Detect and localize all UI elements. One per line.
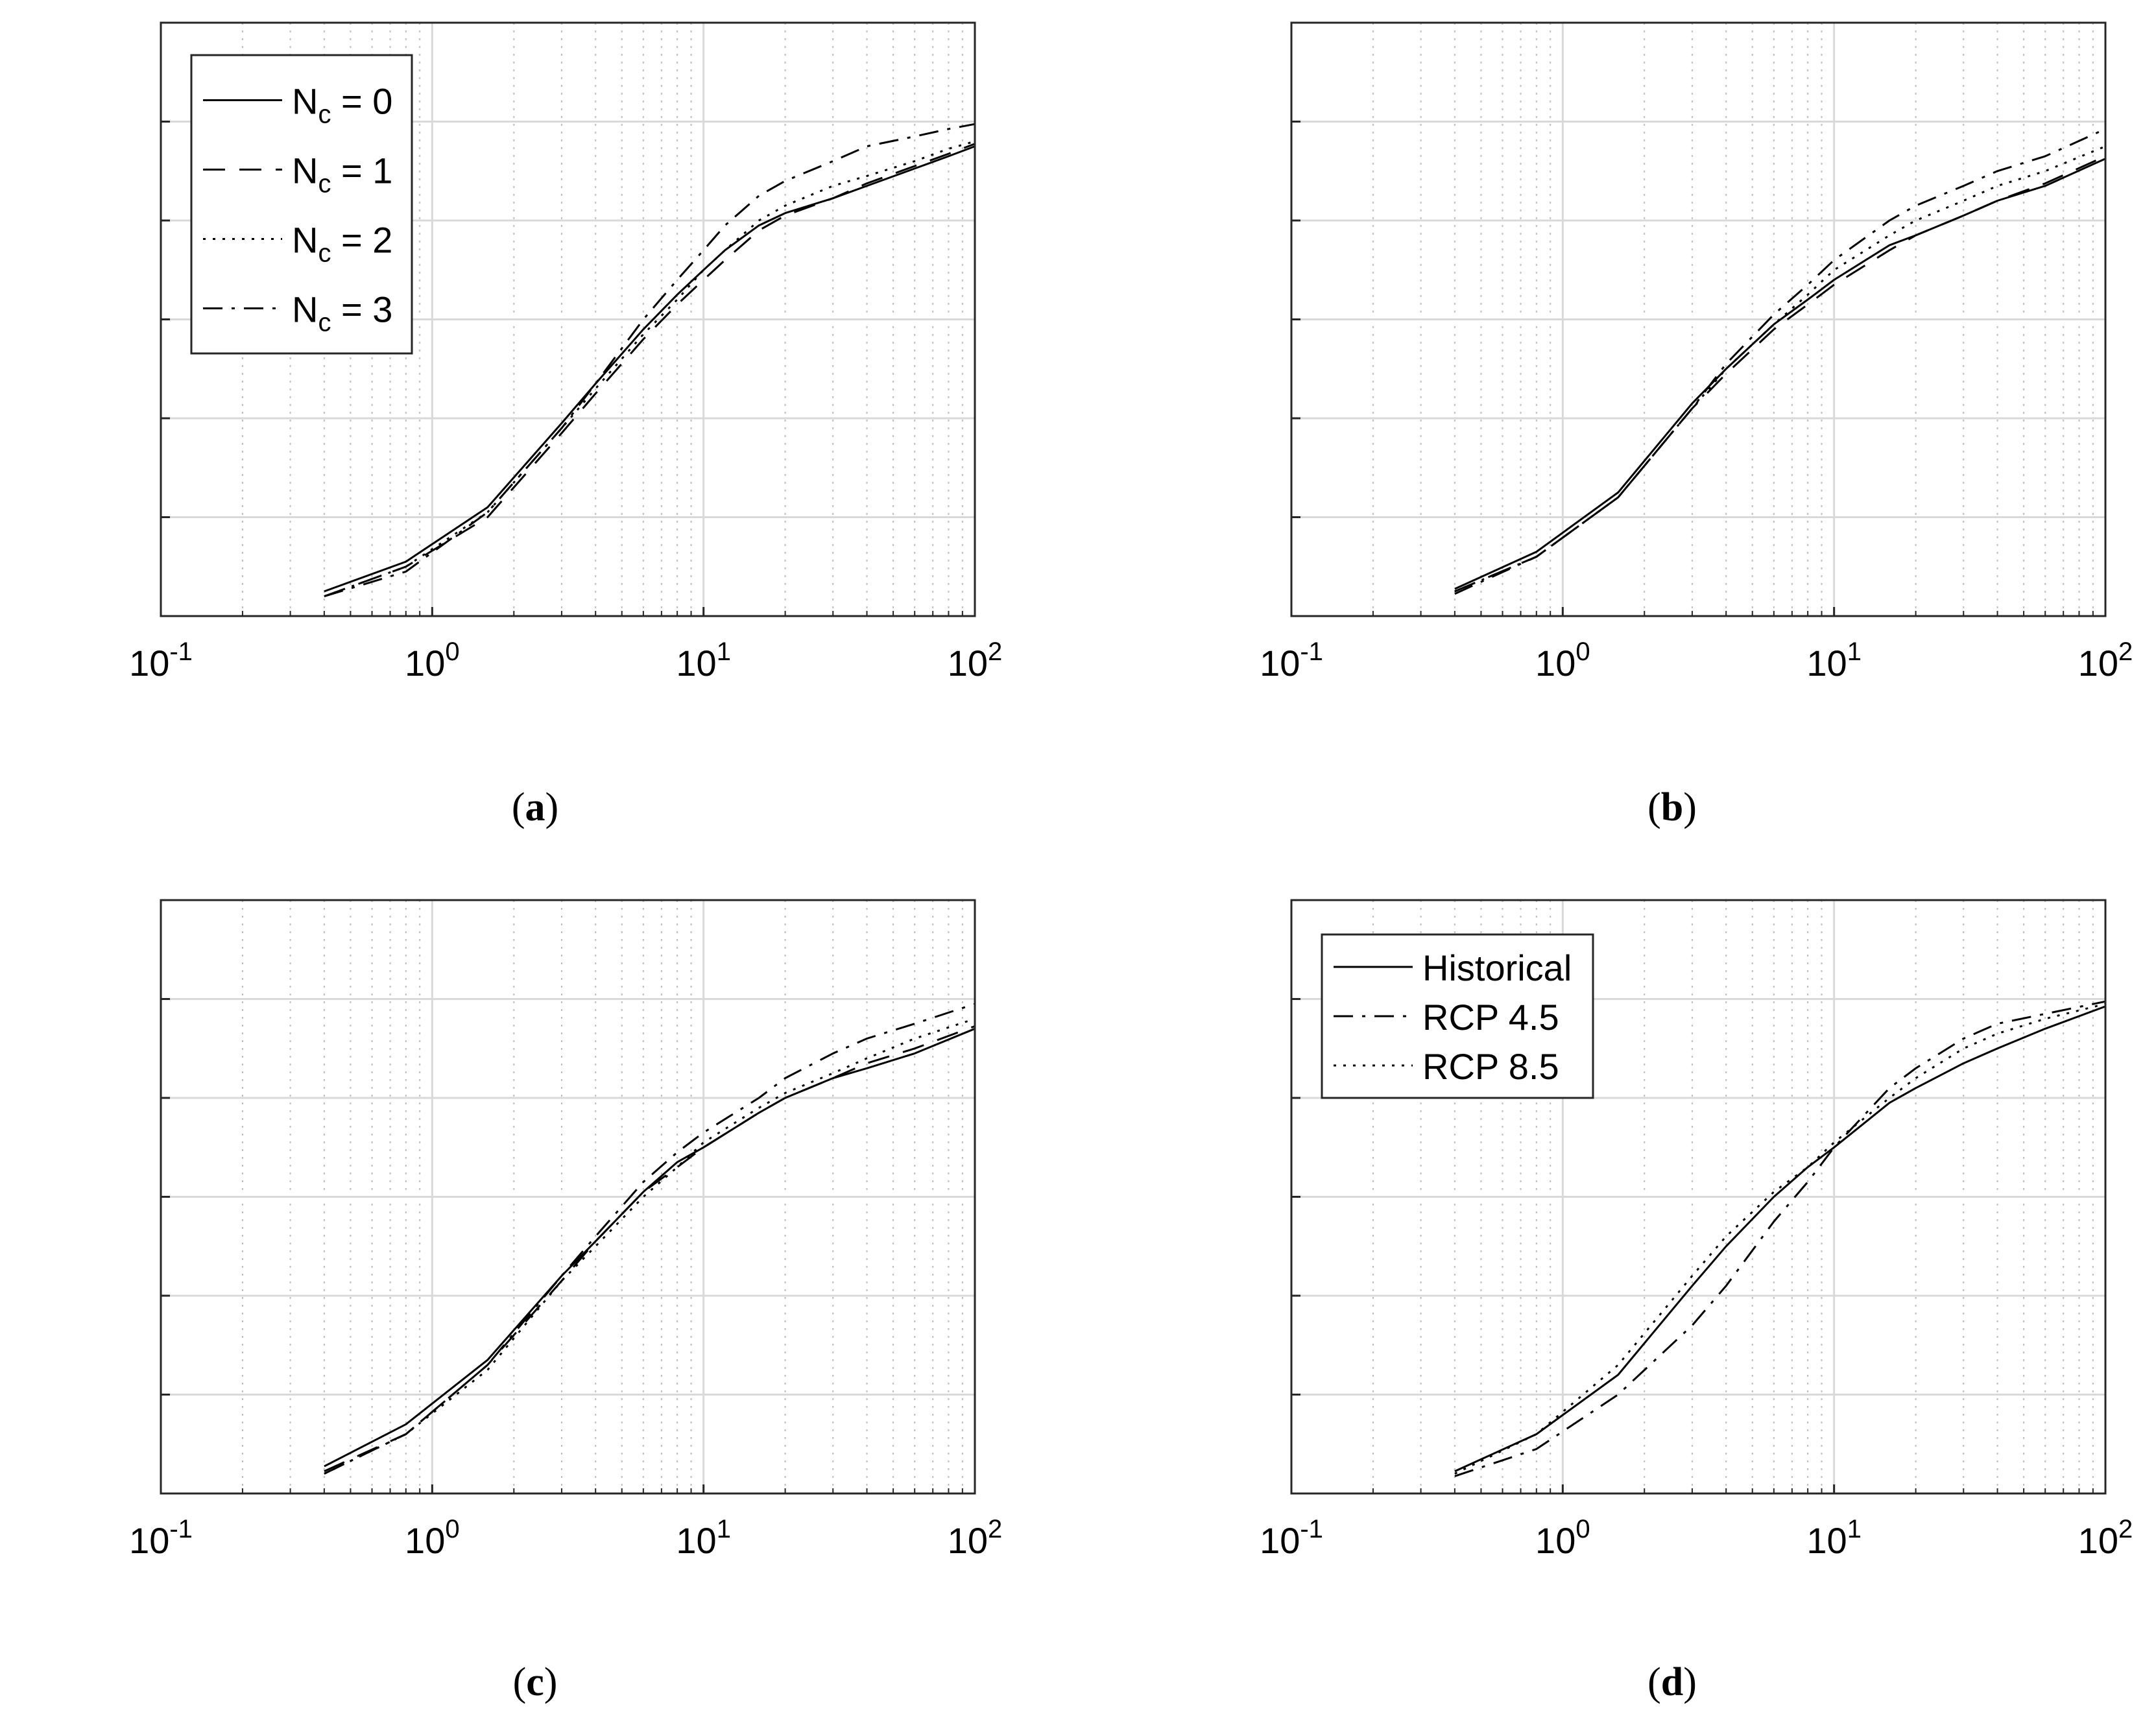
x-tick-label: 101 <box>1806 637 1862 684</box>
legend-label: Nc = 0 <box>292 81 392 129</box>
legend-box <box>1321 933 1594 1099</box>
panel-caption: (b) <box>1647 785 1697 829</box>
x-tick-label: 102 <box>2078 1515 2133 1561</box>
series-line-0 <box>324 145 976 593</box>
panel-a: 10-1 100 101 102 Nc = 0 Nc = 1 Nc = 2 Nc = 3 <box>129 21 1003 684</box>
x-tick-label: 10-1 <box>1260 637 1323 684</box>
x-tick-label: 10-1 <box>1260 1515 1323 1561</box>
x-tick-label: 100 <box>1535 1515 1590 1561</box>
legend-label: Historical <box>1422 947 1572 988</box>
x-tick-label: 100 <box>405 637 460 684</box>
series-line-3 <box>1454 128 2106 595</box>
x-tick-label: 101 <box>676 1515 731 1561</box>
legend: Historical RCP 4.5 RCP 8.5 <box>1321 933 1594 1099</box>
legend-label: Nc = 1 <box>292 150 392 198</box>
x-tick-label: 10-1 <box>129 637 193 684</box>
panel-caption: (a) <box>512 785 558 829</box>
panel-caption: (d) <box>1647 1660 1697 1704</box>
panel-b: 10-1 100 101 102 <box>1260 21 2133 684</box>
x-tick-label: 102 <box>948 637 1003 684</box>
series-line-0 <box>1454 1005 2106 1473</box>
series-line-3 <box>324 123 976 597</box>
panel-caption: (c) <box>513 1660 558 1704</box>
legend-label: RCP 8.5 <box>1422 1046 1559 1087</box>
series-line-1 <box>1454 155 2106 593</box>
series-line-0 <box>324 1027 976 1468</box>
x-tick-label: 101 <box>1806 1515 1862 1561</box>
x-tick-label: 100 <box>1535 637 1590 684</box>
series-line-1 <box>1454 1000 2106 1477</box>
legend-label: Nc = 2 <box>292 220 392 268</box>
series-line-3 <box>324 1003 976 1475</box>
series-line-1 <box>324 1025 976 1473</box>
x-tick-label: 102 <box>948 1515 1003 1561</box>
legend-label: RCP 4.5 <box>1422 997 1559 1038</box>
legend-box <box>190 54 413 355</box>
x-tick-label: 10-1 <box>129 1515 193 1561</box>
series-line-1 <box>324 143 976 597</box>
x-tick-label: 101 <box>676 637 731 684</box>
legend-label: Nc = 3 <box>292 289 392 337</box>
panel-c: 10-1 100 101 102 <box>129 899 1003 1561</box>
x-tick-label: 102 <box>2078 637 2133 684</box>
series-line-2 <box>1454 145 2106 593</box>
panel-d: 10-1 100 101 102 Historical RCP 4.5 RCP 8.5 <box>1260 899 2133 1561</box>
legend: Nc = 0 Nc = 1 Nc = 2 Nc = 3 <box>190 54 413 355</box>
x-tick-label: 100 <box>405 1515 460 1561</box>
